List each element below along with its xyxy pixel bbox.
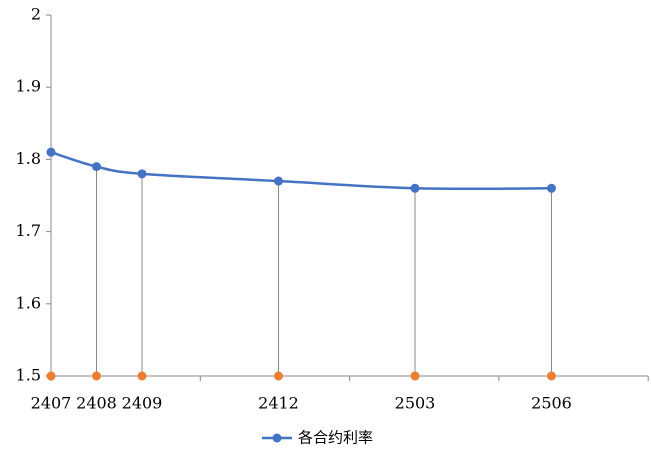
x-tick-label: 2407 xyxy=(31,394,72,413)
point xyxy=(274,176,283,186)
x-tick-label: 2503 xyxy=(395,394,436,413)
y-tick-label: 1.6 xyxy=(16,293,41,312)
y-tick-label: 1.5 xyxy=(16,366,41,385)
point xyxy=(137,371,147,381)
point xyxy=(547,183,556,193)
point xyxy=(46,371,56,381)
point xyxy=(410,371,420,381)
x-tick-label: 2409 xyxy=(122,394,163,413)
x-tick-label: 2506 xyxy=(531,394,572,413)
point xyxy=(547,371,556,381)
point xyxy=(46,147,56,157)
point xyxy=(137,169,147,179)
point xyxy=(274,371,283,381)
series-line xyxy=(50,150,552,191)
y-tick-label: 1.9 xyxy=(16,77,41,96)
y-tick-label: 1.7 xyxy=(16,221,41,240)
point xyxy=(410,183,420,193)
y-tick-label: 1.8 xyxy=(16,149,41,168)
x-tick-label: 2412 xyxy=(258,394,299,413)
point xyxy=(92,371,101,381)
legend-marker xyxy=(272,433,282,443)
legend-text: 各合约利率 xyxy=(298,429,373,447)
x-tick-label: 2408 xyxy=(76,394,117,413)
point xyxy=(92,162,101,172)
y-tick-label: 2 xyxy=(31,5,41,24)
